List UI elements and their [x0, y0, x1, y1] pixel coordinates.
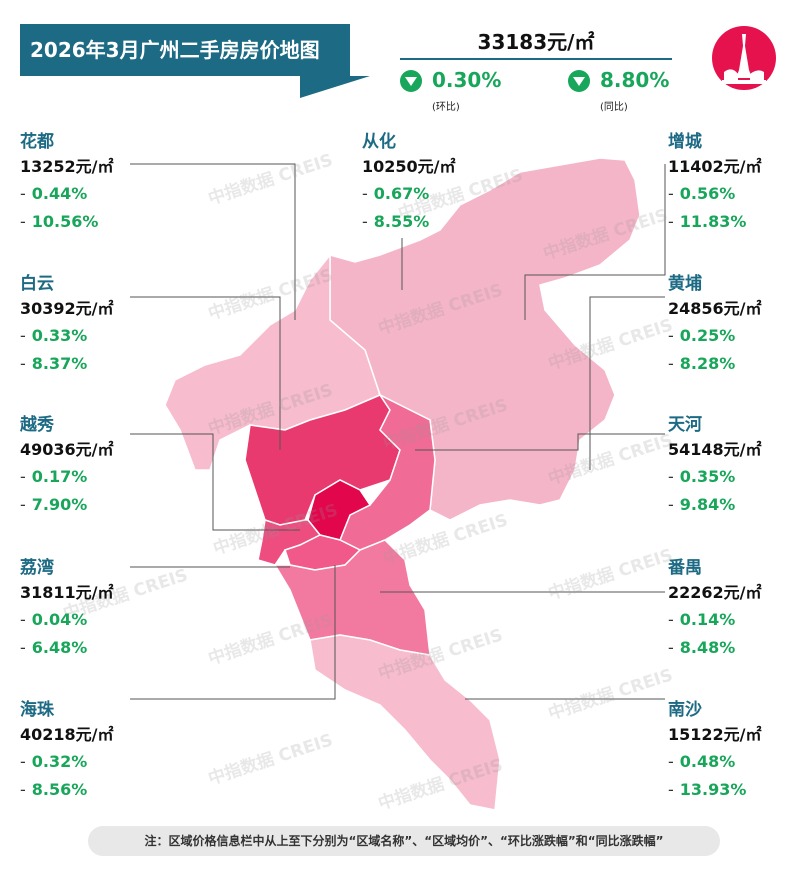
- down-arrow-icon: [568, 70, 590, 92]
- canton-tower-icon: [712, 26, 776, 90]
- district-price: 11402元/㎡: [668, 157, 762, 176]
- map-region-baiyun[interactable]: [244, 394, 401, 526]
- district-yoy: -11.83%: [668, 212, 747, 231]
- district-mom: -0.14%: [668, 610, 736, 629]
- city-summary: 33183元/㎡ 0.30% (环比) 8.80% (同比): [400, 26, 672, 113]
- district-price: 54148元/㎡: [668, 440, 762, 459]
- district-mom: -0.67%: [362, 184, 430, 203]
- district-name: 黄埔: [668, 274, 702, 294]
- title-banner-tail: [300, 76, 370, 98]
- district-name: 从化: [362, 132, 396, 152]
- page-title: 2026年3月广州二手房房价地图: [30, 38, 320, 62]
- district-conghua: 从化 10250元/㎡ -0.67% -8.55%: [362, 130, 512, 236]
- district-mom: -0.32%: [20, 752, 88, 771]
- district-mom: -0.17%: [20, 467, 88, 486]
- district-nansha: 南沙 15122元/㎡ -0.48% -13.93%: [668, 698, 809, 804]
- district-yoy: -8.56%: [20, 780, 88, 799]
- district-name: 花都: [20, 132, 54, 152]
- city-mom-label: (环比): [432, 102, 460, 113]
- district-price: 22262元/㎡: [668, 583, 762, 602]
- district-mom: -0.33%: [20, 326, 88, 345]
- city-mom-value: 0.30%: [432, 68, 502, 92]
- city-mom-change: 0.30% (环比): [400, 68, 520, 118]
- district-tianhe: 天河 54148元/㎡ -0.35% -9.84%: [668, 413, 809, 519]
- district-name: 南沙: [668, 700, 702, 720]
- district-mom: -0.44%: [20, 184, 88, 203]
- district-yoy: -8.28%: [668, 354, 736, 373]
- district-baiyun: 白云 30392元/㎡ -0.33% -8.37%: [20, 272, 170, 378]
- map-region-nansha[interactable]: [309, 634, 501, 811]
- title-banner: 2026年3月广州二手房房价地图: [20, 24, 370, 98]
- district-price: 24856元/㎡: [668, 299, 762, 318]
- district-yoy: -8.48%: [668, 638, 736, 657]
- district-name: 番禺: [668, 558, 702, 578]
- district-name: 荔湾: [20, 558, 54, 578]
- district-yoy: -13.93%: [668, 780, 747, 799]
- city-yoy-value: 8.80%: [600, 68, 670, 92]
- district-name: 白云: [20, 274, 54, 294]
- district-panyu: 番禺 22262元/㎡ -0.14% -8.48%: [668, 556, 809, 662]
- district-name: 海珠: [20, 700, 54, 720]
- district-yoy: -8.37%: [20, 354, 88, 373]
- district-mom: -0.56%: [668, 184, 736, 203]
- city-average-price: 33183元/㎡: [400, 26, 672, 60]
- down-arrow-icon: [400, 70, 422, 92]
- district-yoy: -7.90%: [20, 495, 88, 514]
- district-yoy: -10.56%: [20, 212, 99, 231]
- district-name: 越秀: [20, 415, 54, 435]
- district-price: 30392元/㎡: [20, 299, 114, 318]
- district-price: 10250元/㎡: [362, 157, 456, 176]
- district-mom: -0.48%: [668, 752, 736, 771]
- district-price: 49036元/㎡: [20, 440, 114, 459]
- district-huadu: 花都 13252元/㎡ -0.44% -10.56%: [20, 130, 170, 236]
- district-name: 增城: [668, 132, 702, 152]
- district-price: 31811元/㎡: [20, 583, 114, 602]
- district-yuexiu: 越秀 49036元/㎡ -0.17% -7.90%: [20, 413, 170, 519]
- district-liwan: 荔湾 31811元/㎡ -0.04% -6.48%: [20, 556, 170, 662]
- district-name: 天河: [668, 415, 702, 435]
- district-yoy: -9.84%: [668, 495, 736, 514]
- district-huangpu: 黄埔 24856元/㎡ -0.25% -8.28%: [668, 272, 809, 378]
- district-haizhu: 海珠 40218元/㎡ -0.32% -8.56%: [20, 698, 170, 804]
- district-price: 15122元/㎡: [668, 725, 762, 744]
- district-yoy: -6.48%: [20, 638, 88, 657]
- district-yoy: -8.55%: [362, 212, 430, 231]
- district-price: 13252元/㎡: [20, 157, 114, 176]
- title-banner-bar: [20, 24, 350, 76]
- district-mom: -0.04%: [20, 610, 88, 629]
- district-zengcheng: 增城 11402元/㎡ -0.56% -11.83%: [668, 130, 809, 236]
- leader-lines: [130, 163, 666, 700]
- district-price: 40218元/㎡: [20, 725, 114, 744]
- district-mom: -0.25%: [668, 326, 736, 345]
- city-yoy-change: 8.80% (同比): [568, 68, 688, 118]
- city-yoy-label: (同比): [600, 102, 628, 113]
- district-mom: -0.35%: [668, 467, 736, 486]
- footnote: 注：区域价格信息栏中从上至下分别为“区域名称”、“区域均价”、“环比涨跌幅”和“…: [88, 826, 720, 856]
